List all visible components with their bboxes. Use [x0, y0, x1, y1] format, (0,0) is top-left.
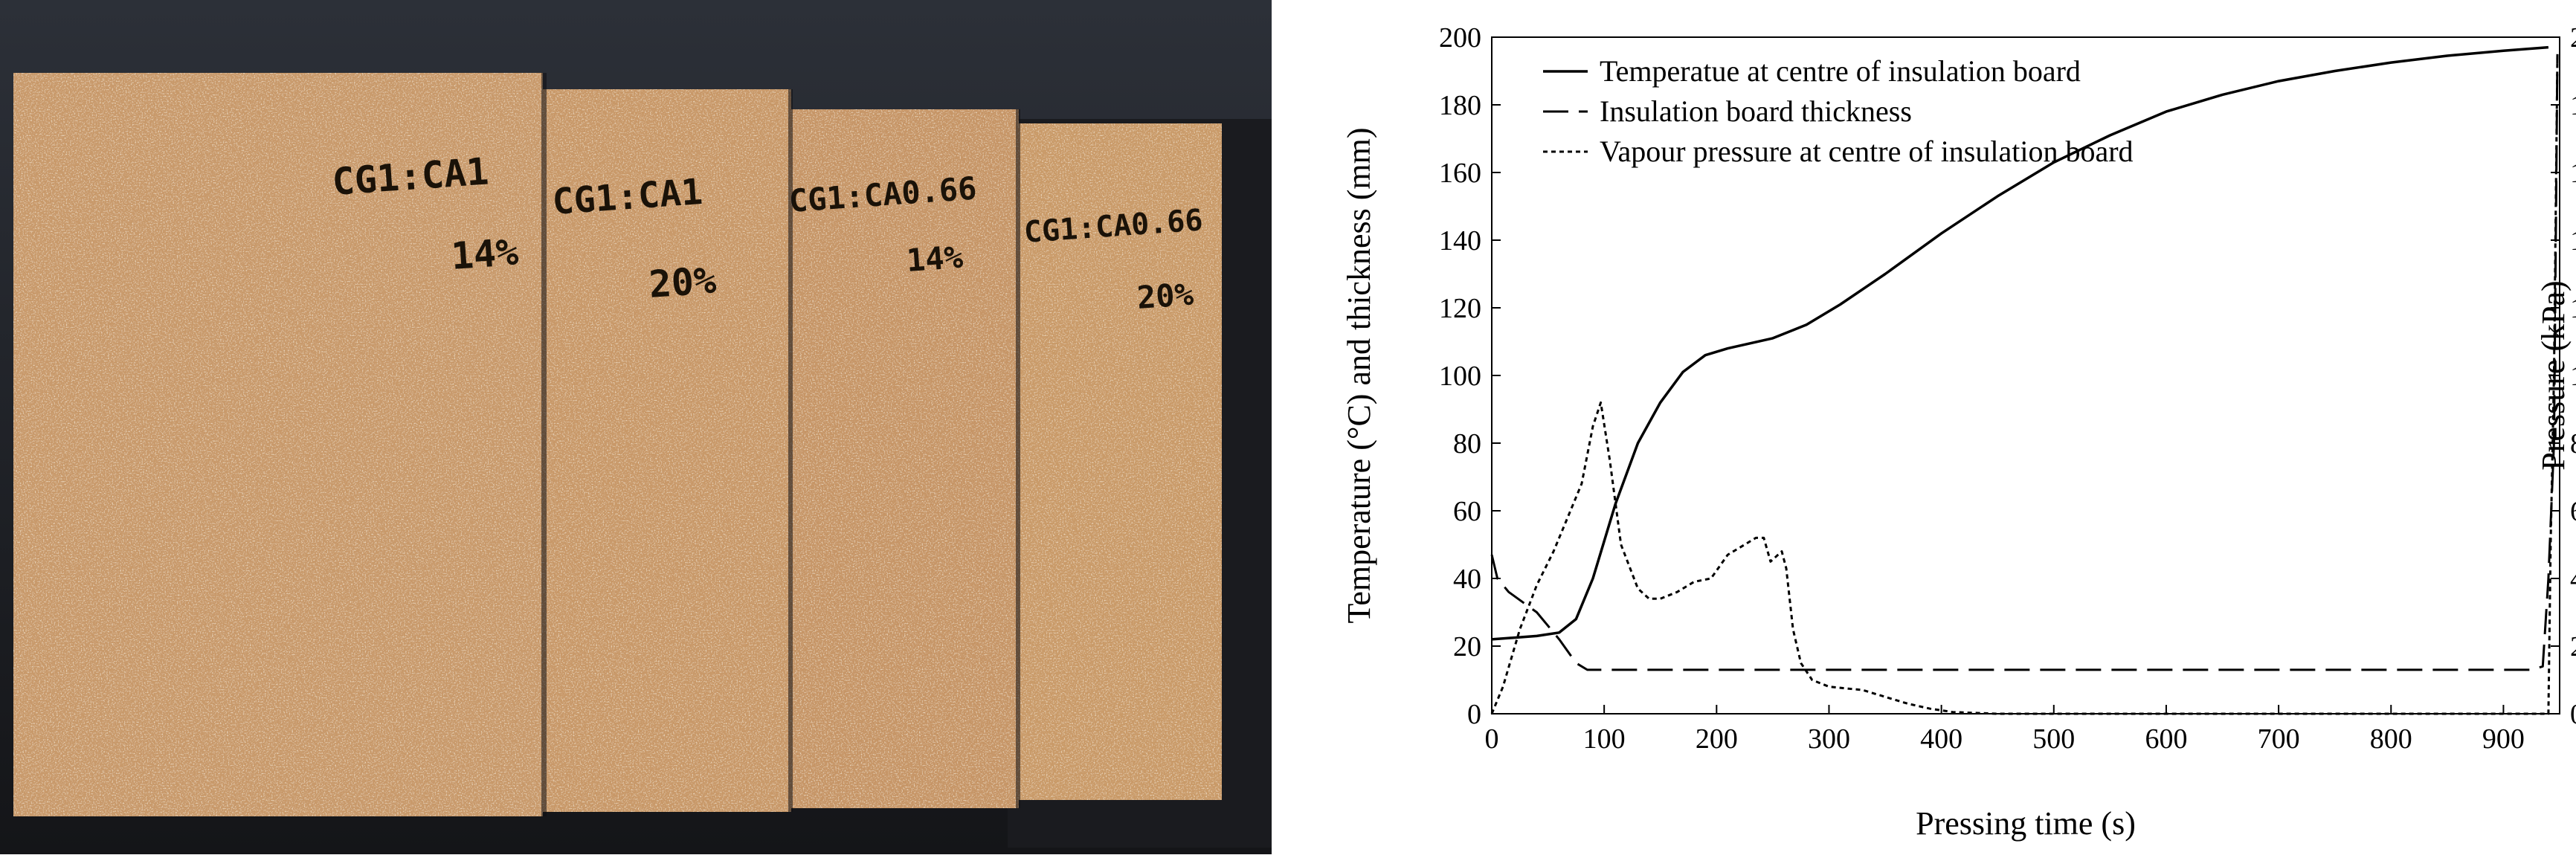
- legend-label: Temperatue at centre of insulation board: [1600, 54, 2081, 88]
- x-tick-label: 200: [1696, 723, 1738, 755]
- series-line-dashed: [1490, 54, 2559, 671]
- board-1-label-line2: 14%: [450, 230, 520, 278]
- series-layer: [1490, 45, 2559, 715]
- y-left-tick-label: 80: [1453, 428, 1481, 459]
- y-left-tick-label: 20: [1453, 631, 1481, 662]
- y-right-tick-label: 18: [2570, 90, 2576, 121]
- y-left-tick-label: 0: [1467, 699, 1481, 730]
- x-tick-label: 300: [1808, 723, 1850, 755]
- board-4-label-line2: 20%: [1136, 276, 1194, 316]
- y-left-tick-label: 160: [1439, 158, 1481, 189]
- y-right-tick-label: 20: [2570, 22, 2576, 54]
- y-right-tick-label: 2: [2570, 631, 2576, 662]
- x-axis-title: Pressing time (s): [1916, 805, 2136, 842]
- board-2-label-line2: 20%: [648, 259, 718, 306]
- y-right-tick-label: 10: [2570, 361, 2576, 392]
- x-tick-label: 500: [2032, 723, 2075, 755]
- legend-label: Vapour pressure at centre of insulation …: [1600, 135, 2134, 168]
- y-right-tick-label: 4: [2570, 564, 2576, 595]
- series-line-solid: [1491, 45, 2549, 641]
- y-right-tick-label: 14: [2570, 225, 2576, 257]
- board-3-label-line2: 14%: [905, 239, 964, 279]
- y-right-tick-label: 0: [2570, 699, 2576, 730]
- x-tick-label: 700: [2258, 723, 2300, 755]
- board-4: CG1:CA0.66 20%: [1017, 123, 1222, 800]
- y-right-tick-label: 16: [2570, 158, 2576, 189]
- x-tick-label: 900: [2482, 723, 2525, 755]
- insulation-board-photo: CG1:CA0.66 20% CG1:CA0.66 14% CG1:CA1 20…: [0, 0, 1272, 854]
- y-right-tick-label: 8: [2570, 428, 2576, 459]
- y-left-tick-label: 100: [1439, 361, 1481, 392]
- y-axis-right-title: Pressure (kPa): [2535, 280, 2572, 470]
- y-left-tick-label: 120: [1439, 293, 1481, 324]
- x-tick-label: 100: [1583, 723, 1626, 755]
- y-right-tick-label: 12: [2570, 293, 2576, 324]
- pressing-chart: 0 100 200 300 400 500 600 700 800 900 0 20 40 60 80 100…: [1309, 0, 2576, 854]
- y-left-tick-label: 180: [1439, 90, 1481, 121]
- board-3: CG1:CA0.66 14%: [787, 109, 1020, 808]
- board-2: CG1:CA1 20%: [541, 89, 793, 812]
- y-left-tick-label: 200: [1439, 22, 1481, 54]
- y-left-tick-label: 140: [1439, 225, 1481, 257]
- legend: Temperatue at centre of insulation board…: [1543, 54, 2134, 168]
- x-tick-label: 600: [2145, 723, 2187, 755]
- y-axis-left-title: Temperature (°C) and thickness (mm): [1341, 128, 1377, 624]
- ticks-layer: 0 100 200 300 400 500 600 700 800 900020406080100…: [1439, 22, 2576, 755]
- x-tick-label: 0: [1485, 723, 1499, 755]
- y-left-tick-label: 40: [1453, 564, 1481, 595]
- x-tick-label: 800: [2370, 723, 2412, 755]
- x-tick-label: 400: [1920, 723, 1962, 755]
- y-left-tick-label: 60: [1453, 496, 1481, 527]
- y-right-tick-label: 6: [2570, 496, 2576, 527]
- legend-label: Insulation board thickness: [1600, 94, 1912, 128]
- series-line-dotted: [1490, 54, 2559, 715]
- board-1: CG1:CA1 14%: [13, 73, 547, 816]
